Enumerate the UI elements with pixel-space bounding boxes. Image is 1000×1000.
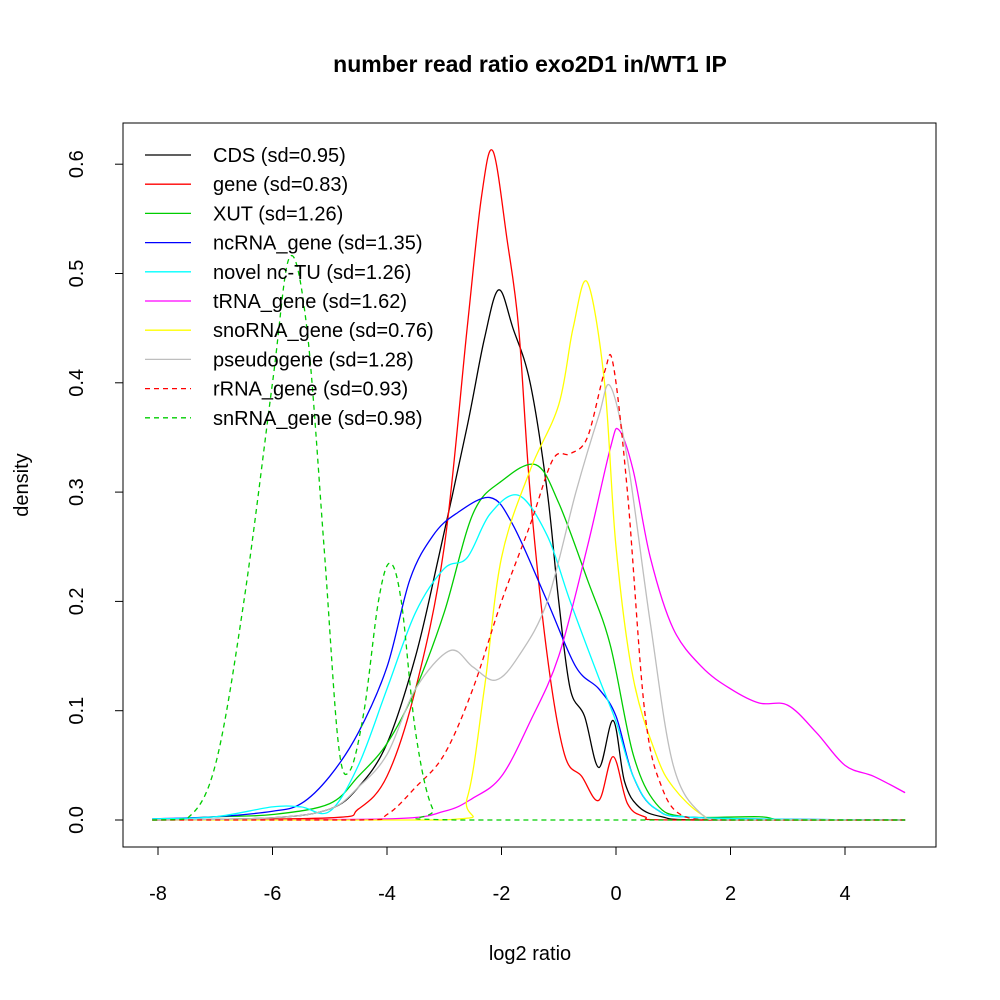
legend-label-novel: novel nc-TU (sd=1.26) [213, 262, 411, 284]
legend-label-snorna-gene: snoRNA_gene (sd=0.76) [213, 320, 434, 342]
y-tick-label: 0.6 [66, 150, 88, 178]
x-tick-label: -2 [493, 883, 511, 905]
y-tick-label: 0.2 [66, 587, 88, 615]
curve-trna-gene [152, 427, 906, 821]
legend-label-pseudogene: pseudogene (sd=1.28) [213, 349, 414, 371]
chart-title: number read ratio exo2D1 in/WT1 IP [333, 51, 727, 77]
y-tick-label: 0.4 [66, 369, 88, 397]
legend-label-snrna-gene: snRNA_gene (sd=0.98) [213, 408, 423, 430]
y-tick-label: 0.0 [66, 806, 88, 834]
legend-label-trna-gene: tRNA_gene (sd=1.62) [213, 291, 407, 313]
curve-pseudogene [152, 383, 906, 821]
legend-label-xut: XUT (sd=1.26) [213, 203, 343, 225]
curve-gene [152, 149, 906, 821]
curve-ncrna-gene [152, 496, 906, 821]
curve-snrna-gene [152, 254, 906, 821]
legend-label-ncrna-gene: ncRNA_gene (sd=1.35) [213, 233, 423, 255]
x-tick-label: 2 [725, 883, 736, 905]
y-tick-label: 0.5 [66, 260, 88, 288]
legend-label-rrna-gene: rRNA_gene (sd=0.93) [213, 379, 408, 401]
x-tick-label: 4 [839, 883, 850, 905]
curve-xut [152, 463, 906, 821]
x-tick-label: -8 [149, 883, 167, 905]
x-tick-label: 0 [610, 883, 621, 905]
y-axis-label: density [11, 453, 33, 516]
y-tick-label: 0.3 [66, 478, 88, 506]
y-tick-label: 0.1 [66, 697, 88, 725]
curve-rrna-gene [152, 353, 906, 821]
legend-label-cds: CDS (sd=0.95) [213, 145, 346, 167]
x-tick-label: -6 [264, 883, 282, 905]
x-tick-label: -4 [378, 883, 396, 905]
legend-label-gene: gene (sd=0.83) [213, 174, 348, 196]
x-axis-label: log2 ratio [489, 943, 571, 965]
curve-snorna-gene [152, 280, 906, 821]
curve-novel [152, 494, 906, 821]
